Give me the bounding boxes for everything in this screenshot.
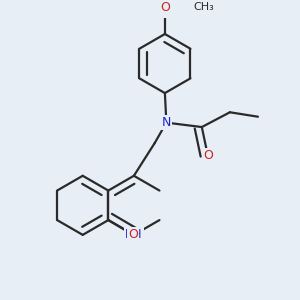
Text: CH₃: CH₃ bbox=[193, 2, 214, 12]
Text: O: O bbox=[203, 148, 213, 162]
Text: O: O bbox=[128, 228, 138, 242]
Text: NH: NH bbox=[125, 228, 142, 242]
Text: N: N bbox=[162, 116, 171, 129]
Text: O: O bbox=[160, 1, 170, 14]
